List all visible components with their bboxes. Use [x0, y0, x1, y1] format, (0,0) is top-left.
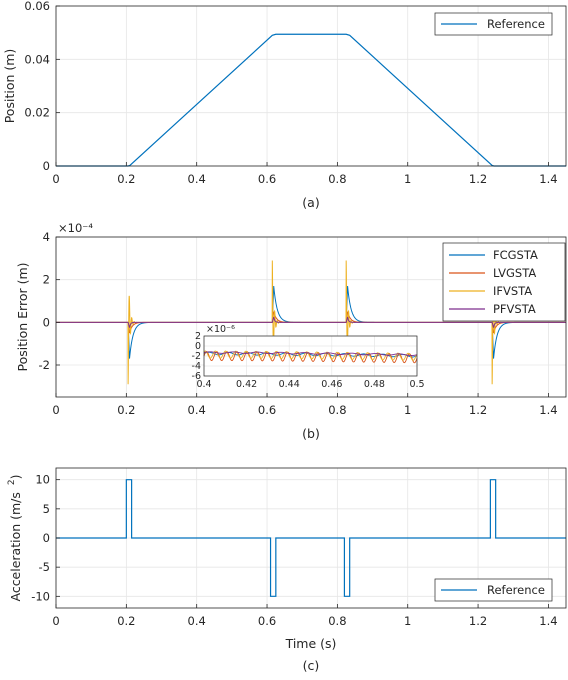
x-tick-label-c-6: 1.2 [469, 614, 487, 628]
x-tick-label-a-7: 1.4 [539, 172, 557, 186]
x-tick-label-c-3: 0.6 [258, 614, 276, 628]
y-ticks-c: -10 -5 0 5 10 [31, 473, 60, 603]
y-axis-label-c-sup: 2 [7, 479, 17, 485]
inset-x-tick-label-0: 0.4 [196, 379, 211, 390]
caption-b: (b) [302, 426, 320, 441]
inset-line-lvgsta [203, 351, 418, 364]
y-tick-label-c-0: -10 [31, 589, 50, 603]
legend-b: FCGSTA LVGSTA IFVSTA PFVSTA [442, 242, 566, 322]
series-c [56, 479, 566, 597]
y-tick-label-c-2: 0 [43, 531, 50, 545]
inset-x-tick-label-4: 0.48 [364, 379, 385, 390]
y-axis-label-c-close: ) [8, 474, 23, 479]
inset-y-exponent: ×10⁻⁶ [206, 324, 235, 335]
x-tick-label-b-0: 0 [52, 403, 59, 417]
x-tick-label-c-7: 1.4 [539, 614, 557, 628]
x-tick-label-b-4: 0.8 [328, 403, 346, 417]
x-ticks-b: 0 0.2 0.4 0.6 0.8 1 1.2 1.4 [52, 393, 558, 417]
x-tick-label-b-5: 1 [404, 403, 411, 417]
x-tick-label-a-5: 1 [404, 172, 411, 186]
legend-c: Reference [434, 578, 553, 602]
x-tick-label-b-2: 0.4 [188, 403, 206, 417]
axes-box-a [55, 5, 567, 167]
x-tick-label-c-0: 0 [52, 614, 59, 628]
x-tick-label-a-0: 0 [52, 172, 59, 186]
legend-label-lvgsta: LVGSTA [493, 266, 536, 280]
inset-x-tick-label-5: 0.5 [409, 379, 424, 390]
legend-box-c [434, 578, 553, 602]
caption-c: (c) [303, 658, 320, 673]
y-axis-label-a: Position (m) [2, 49, 17, 124]
x-tick-label-a-4: 0.8 [328, 172, 346, 186]
y-axis-label-c-main: Acceleration (m/s [8, 492, 23, 601]
y-tick-label-c-1: -5 [39, 560, 50, 574]
y-tick-label-a-3: 0.06 [24, 0, 50, 13]
x-ticks-a: 0 0.2 0.4 0.6 0.8 1 1.2 1.4 [52, 162, 558, 186]
y-tick-label-b-2: 2 [43, 273, 50, 287]
inset-y-tick-label-4: -6 [192, 371, 201, 382]
x-tick-label-c-2: 0.4 [188, 614, 206, 628]
y-tick-label-c-3: 5 [43, 502, 50, 516]
inset-y-tick-label-3: -4 [192, 361, 201, 372]
x-tick-label-c-4: 0.8 [328, 614, 346, 628]
x-tick-label-b-6: 1.2 [469, 403, 487, 417]
x-tick-label-b-3: 0.6 [258, 403, 276, 417]
inset-b: 0.4 0.42 0.44 0.46 0.48 0.5 20-2-4-6 ×10⁻⁶ [192, 324, 425, 390]
x-tick-label-a-2: 0.4 [188, 172, 206, 186]
panel-c: 0 0.2 0.4 0.6 0.8 1 1.2 1.4 -10 -5 0 5 10 Accelerat… [7, 467, 567, 673]
series-line-c-0 [56, 479, 566, 597]
inset-x-tick-label-3: 0.46 [321, 379, 342, 390]
y-tick-label-b-3: 4 [43, 230, 50, 244]
legend-label-pfvsta: PFVSTA [493, 302, 536, 316]
y-tick-label-a-0: 0 [43, 159, 50, 173]
inset-x-tick-label-2: 0.44 [279, 379, 300, 390]
axes-box-b [55, 236, 567, 398]
x-axis-label-c: Time (s) [285, 636, 337, 651]
inset-x-ticks: 0.4 0.42 0.44 0.46 0.48 0.5 [196, 379, 424, 390]
series-b [56, 260, 566, 385]
legend-label-fcgsta: FCGSTA [493, 248, 538, 262]
x-tick-label-c-5: 1 [404, 614, 411, 628]
legend-label-reference-a: Reference [487, 17, 545, 31]
series-line-pfvsta [56, 316, 566, 328]
x-tick-label-b-7: 1.4 [539, 403, 557, 417]
y-tick-label-a-2: 0.04 [24, 52, 50, 66]
x-tick-label-a-3: 0.6 [258, 172, 276, 186]
caption-a: (a) [302, 195, 319, 210]
x-tick-label-c-1: 0.2 [117, 614, 135, 628]
y-ticks-b: -2 0 2 4 [39, 230, 60, 372]
x-ticks-c: 0 0.2 0.4 0.6 0.8 1 1.2 1.4 [52, 604, 558, 628]
inset-y-tick-label-2: -2 [192, 351, 201, 362]
y-tick-label-b-0: -2 [39, 358, 50, 372]
y-tick-label-b-1: 0 [43, 315, 50, 329]
inset-x-tick-label-1: 0.42 [236, 379, 257, 390]
inset-line-pfvsta [203, 351, 418, 356]
legend-label-reference-c: Reference [487, 583, 545, 597]
x-tick-label-a-1: 0.2 [117, 172, 135, 186]
inset-box [203, 335, 418, 377]
x-tick-label-b-1: 0.2 [117, 403, 135, 417]
panel-a: 0 0.2 0.4 0.6 0.8 1 1.2 1.4 0 0.02 0.04 0.06 Posit… [2, 0, 567, 210]
legend-label-ifvsta: IFVSTA [493, 284, 532, 298]
legend-box-a [434, 12, 553, 36]
inset-y-tick-label-1: 0 [195, 341, 201, 352]
y-ticks-a: 0 0.02 0.04 0.06 [24, 0, 60, 173]
inset-y-tick-label-0: 2 [195, 331, 201, 342]
inset-series [203, 350, 418, 364]
inset-y-ticks: 20-2-4-6 [192, 331, 201, 382]
legend-a: Reference [434, 12, 553, 36]
x-tick-label-a-6: 1.2 [469, 172, 487, 186]
y-axis-label-c: Acceleration (m/s 2) [7, 474, 23, 601]
y-exponent-b: ×10⁻⁴ [58, 221, 93, 235]
legend-box-b [442, 242, 566, 322]
inset-line-ifvsta [203, 350, 418, 361]
y-tick-label-a-1: 0.02 [24, 106, 50, 120]
y-axis-label-b: Position Error (m) [15, 262, 30, 371]
y-tick-label-c-4: 10 [35, 473, 50, 487]
